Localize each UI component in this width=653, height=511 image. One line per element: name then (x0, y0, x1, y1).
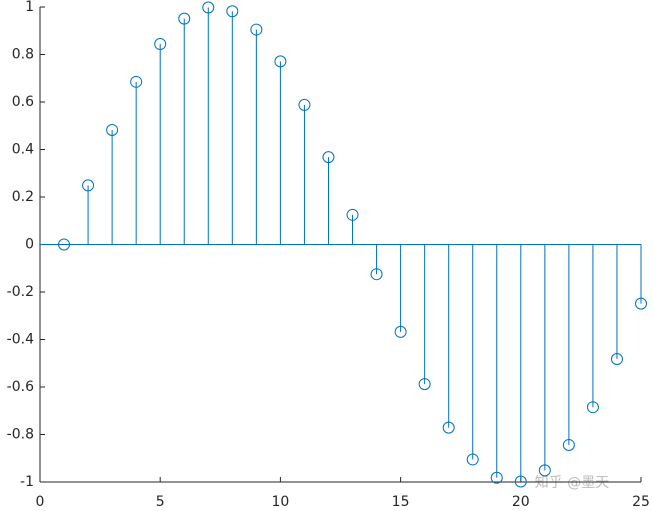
stem-marker (298, 98, 311, 111)
stem-marker (250, 23, 263, 36)
y-tick-label: 1 (25, 0, 34, 15)
stem-marker (370, 268, 383, 281)
stem-marker (490, 471, 503, 484)
stem-marker (82, 179, 95, 192)
y-tick-label: -0.6 (7, 379, 34, 395)
stem-marker (514, 475, 527, 488)
stem-marker (610, 352, 623, 365)
y-tick-label: -0.8 (7, 427, 34, 443)
y-tick-label: 0.4 (12, 142, 34, 158)
x-tick-label: 15 (392, 494, 410, 510)
stem-marker (154, 38, 167, 51)
x-tick-label: 0 (36, 494, 45, 510)
stem-marker (635, 297, 647, 310)
stem-marker (466, 453, 479, 466)
y-tick-label: -1 (20, 474, 34, 490)
stem-marker (274, 55, 287, 68)
y-tick-label: -0.4 (7, 332, 34, 348)
y-tick-label: 0.8 (12, 47, 34, 63)
x-tick-label: 25 (632, 494, 650, 510)
y-tick-label: -0.2 (7, 284, 34, 300)
y-tick-label: 0.2 (12, 189, 34, 205)
x-tick-label: 10 (271, 494, 289, 510)
y-tick-label: 0.6 (12, 94, 34, 110)
stem-marker (562, 438, 575, 451)
stem-marker (322, 151, 335, 164)
stem-marker (442, 421, 455, 434)
stem-marker (202, 1, 215, 14)
stem-marker (394, 325, 407, 338)
stem-marker (538, 464, 551, 477)
stem-marker (106, 124, 119, 137)
x-tick-label: 20 (512, 494, 530, 510)
y-tick-label: 0 (25, 237, 34, 253)
stem-marker (418, 378, 431, 391)
stem-marker (178, 12, 191, 25)
x-tick-label: 5 (156, 494, 165, 510)
stem-marker (346, 208, 359, 221)
stem-marker (130, 75, 143, 88)
stem-marker (226, 5, 239, 18)
stem-marker (58, 238, 71, 251)
stem-marker (586, 401, 599, 414)
